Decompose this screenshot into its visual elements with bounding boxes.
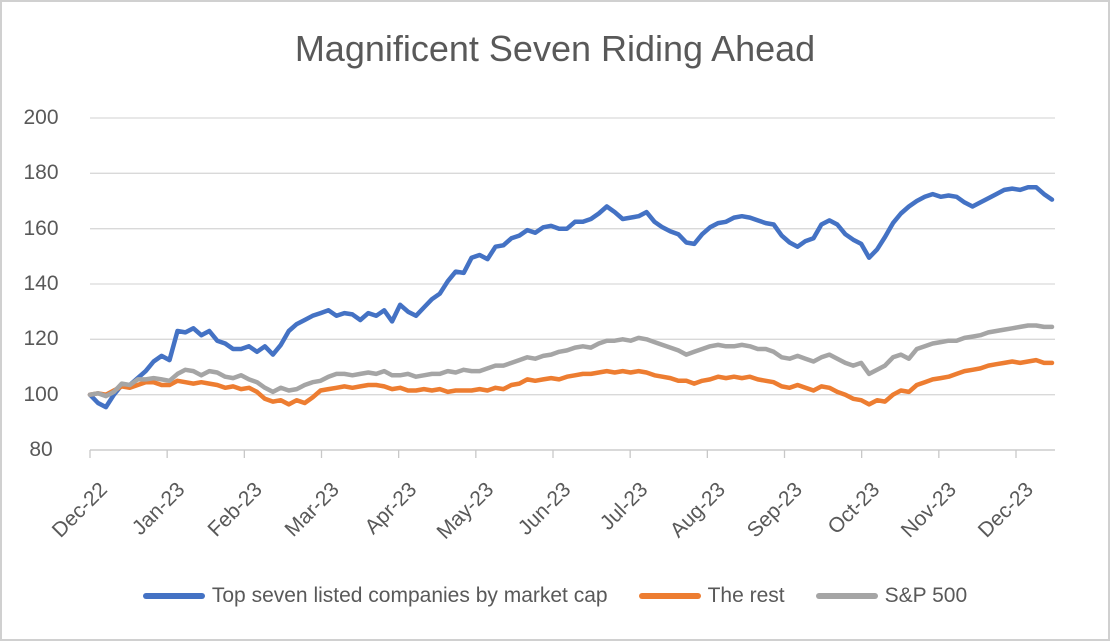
series-line-2[interactable] [87, 323, 1055, 399]
legend: Top seven listed companies by market cap… [42, 583, 1068, 609]
y-axis-label: 160 [23, 216, 59, 240]
y-axis-label: 200 [23, 106, 59, 129]
legend-swatch-the-rest [638, 593, 701, 599]
y-axis-label: 80 [29, 438, 53, 461]
legend-label-top-seven: Top seven listed companies by market cap [211, 584, 608, 607]
y-axis-label: 100 [23, 382, 59, 406]
y-axis-label: 180 [23, 161, 59, 185]
series-line-0[interactable] [87, 184, 1055, 410]
chart-title: Magnificent Seven Riding Ahead [294, 28, 816, 69]
gridlines [90, 117, 1055, 451]
series-lines[interactable] [87, 184, 1055, 410]
legend-swatch-sp500 [815, 593, 878, 599]
legend-label-sp500: S&P 500 [884, 584, 968, 607]
legend-item-sp500[interactable]: S&P 500 [815, 583, 968, 609]
y-axis-label: 140 [23, 272, 59, 295]
x-axis-line-and-ticks [89, 449, 1055, 458]
series-line-1[interactable] [87, 357, 1055, 407]
legend-swatch-top-seven [142, 593, 205, 599]
legend-label-the-rest: The rest [707, 584, 785, 607]
legend-item-top-seven[interactable]: Top seven listed companies by market cap [142, 583, 608, 609]
y-axis-label: 120 [23, 327, 59, 351]
legend-item-the-rest[interactable]: The rest [638, 583, 785, 609]
